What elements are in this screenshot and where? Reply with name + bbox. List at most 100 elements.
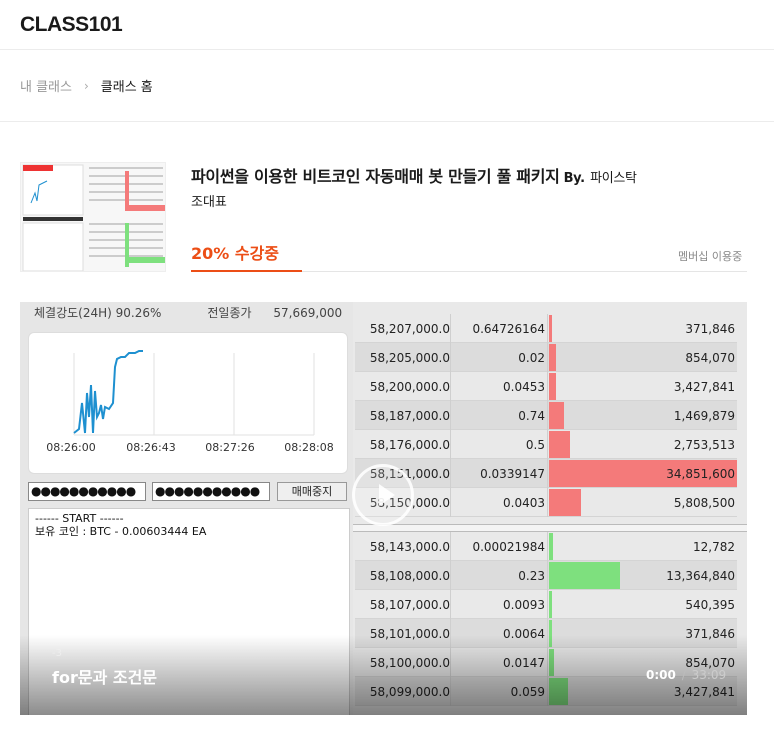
- progress-bar: [191, 270, 302, 272]
- qty-cell: [451, 677, 548, 706]
- price-value: 58,176,000.0: [369, 438, 450, 452]
- price-chart: 08:26:00 08:26:43 08:27:26 08:28:08: [28, 332, 348, 474]
- orderbook-row: 58,099,000.00.059 3,427,841: [355, 677, 737, 706]
- volume-bar: [549, 591, 552, 618]
- play-icon[interactable]: [352, 464, 414, 526]
- price-cell: [355, 430, 451, 459]
- price-value: 58,143,000.0: [369, 540, 450, 554]
- orderbook-row: 58,100,000.00.0147 854,070: [355, 648, 737, 677]
- video-player[interactable]: 체결강도(24H) 90.26% 전일종가 57,669,000 08:26:00…: [20, 302, 747, 715]
- price-cell: [355, 459, 451, 488]
- volume-bar: [549, 344, 556, 371]
- price-value: 58,205,000.0: [369, 351, 450, 365]
- log-start: ------ START ------: [35, 512, 124, 525]
- price-cell: [355, 590, 451, 619]
- volume-bar: [549, 678, 568, 705]
- price-cell: [355, 372, 451, 401]
- orderbook-row: 58,205,000.0 0.02 854,070: [355, 343, 737, 372]
- price-value: 58,101,000.0: [369, 627, 450, 641]
- prev-close-value: 57,669,000: [273, 306, 343, 320]
- api-key-field: ●●●●●●●●●●●: [28, 482, 146, 501]
- volume-bar: [549, 562, 620, 589]
- by-label: By.: [563, 171, 586, 186]
- orderbook-row: 58,200,000.0 0.0453 3,427,841: [355, 372, 737, 401]
- price-value: 58,207,000.0: [369, 322, 450, 336]
- time-separator: /: [681, 668, 686, 682]
- quantity-value: 0.0064: [503, 627, 545, 641]
- qty-cell: [451, 459, 548, 488]
- qty-cell: [451, 401, 548, 430]
- volume-bar: [549, 431, 570, 458]
- course-thumbnail[interactable]: [20, 162, 166, 272]
- prev-close-label: 전일종가: [207, 306, 252, 320]
- price-cell: [355, 314, 451, 343]
- price-value: 58,200,000.0: [369, 380, 450, 394]
- price-cell: [355, 343, 451, 372]
- qty-cell: [451, 372, 548, 401]
- orderbook-row: 58,101,000.0 0.0064 371,846: [355, 619, 737, 648]
- breadcrumb-my-classes[interactable]: 내 클래스: [20, 80, 72, 95]
- course-card: 파이썬을 이용한 비트코인 자동매매 봇 만들기 풀 패키지 By. 파이스탁 조…: [0, 122, 774, 292]
- qty-cell: [451, 430, 548, 459]
- qty-cell: [451, 648, 548, 677]
- video-overlay: [20, 635, 747, 715]
- progress-track: [302, 271, 747, 272]
- volume-bar: [549, 460, 737, 487]
- stat-row: 체결강도(24H) 90.26% 전일종가 57,669,000: [34, 304, 342, 321]
- quantity-value: 0.0339147: [480, 467, 545, 481]
- volume-bar: [549, 489, 581, 516]
- qty-cell: [451, 619, 548, 648]
- price-cell: [355, 677, 451, 706]
- qty-cell: [451, 590, 548, 619]
- stop-trading-button: 매매중지: [277, 482, 347, 501]
- chevron-right-icon: ›: [83, 78, 89, 93]
- strength-label: 체결강도(24H) 90.26%: [34, 306, 162, 320]
- orderbook-row: 58,107,000.0 0.0093 540,395: [355, 590, 737, 619]
- quantity-value: 0.23: [518, 569, 545, 583]
- qty-cell: [451, 343, 548, 372]
- trading-panel: 체결강도(24H) 90.26% 전일종가 57,669,000 08:26:00…: [20, 302, 353, 715]
- total-value: 34,851,600: [666, 467, 735, 481]
- total-value: 13,364,840: [666, 569, 735, 583]
- breadcrumb: 내 클래스 › 클래스 홈: [0, 50, 774, 122]
- orderbook-row: 58,187,000.0 0.74 1,469,879: [355, 401, 737, 430]
- volume-bar: [549, 533, 553, 560]
- total-value: 540,395: [685, 598, 735, 612]
- total-value: 854,070: [685, 351, 735, 365]
- orderbook-row: 58,207,000.0 0.64726164 371,846: [355, 314, 737, 343]
- qty-cell: [451, 314, 548, 343]
- price-line: [73, 350, 143, 434]
- x-tick-0: 08:26:00: [46, 441, 95, 454]
- quantity-value: 0.00021984: [472, 540, 545, 554]
- total-value: 3,427,841: [674, 685, 735, 699]
- total-value: 371,846: [685, 627, 735, 641]
- price-value: 58,187,000.0: [369, 409, 450, 423]
- volume-bar: [549, 620, 552, 647]
- course-title[interactable]: 파이썬을 이용한 비트코인 자동매매 봇 만들기 풀 패키지 By. 파이스탁: [191, 163, 637, 187]
- price-cell: [355, 619, 451, 648]
- price-cell: [355, 401, 451, 430]
- total-value: 2,753,513: [673, 438, 735, 452]
- video-time: 0:00 / 33:09: [646, 668, 726, 682]
- price-cell: [355, 648, 451, 677]
- qty-cell: [451, 532, 548, 561]
- orderbook-row: 58,151,000.0 0.0339147 34,851,600: [355, 459, 737, 488]
- course-author-line2: 조대표: [191, 195, 227, 210]
- x-tick-1: 08:26:43: [126, 441, 175, 454]
- price-cell: [355, 488, 451, 517]
- price-cell: [355, 561, 451, 590]
- chapter-number: -3: [52, 648, 62, 659]
- current-time: 0:00: [646, 668, 676, 682]
- breadcrumb-current: 클래스 홈: [100, 80, 153, 95]
- price-value: 58,099,000.0: [355, 685, 450, 699]
- total-value: 854,070: [685, 656, 735, 670]
- class101-logo[interactable]: CLASS101: [20, 12, 123, 36]
- chapter-title: for문과 조건문: [52, 668, 158, 687]
- qty-cell: [451, 488, 548, 517]
- x-tick-2: 08:27:26: [205, 441, 254, 454]
- volume-bar: [549, 315, 552, 342]
- progress-text: 20% 수강중: [191, 244, 280, 263]
- quantity-value: 0.059: [450, 685, 545, 699]
- volume-bar: [549, 649, 554, 676]
- quantity-value: 0.0403: [503, 496, 545, 510]
